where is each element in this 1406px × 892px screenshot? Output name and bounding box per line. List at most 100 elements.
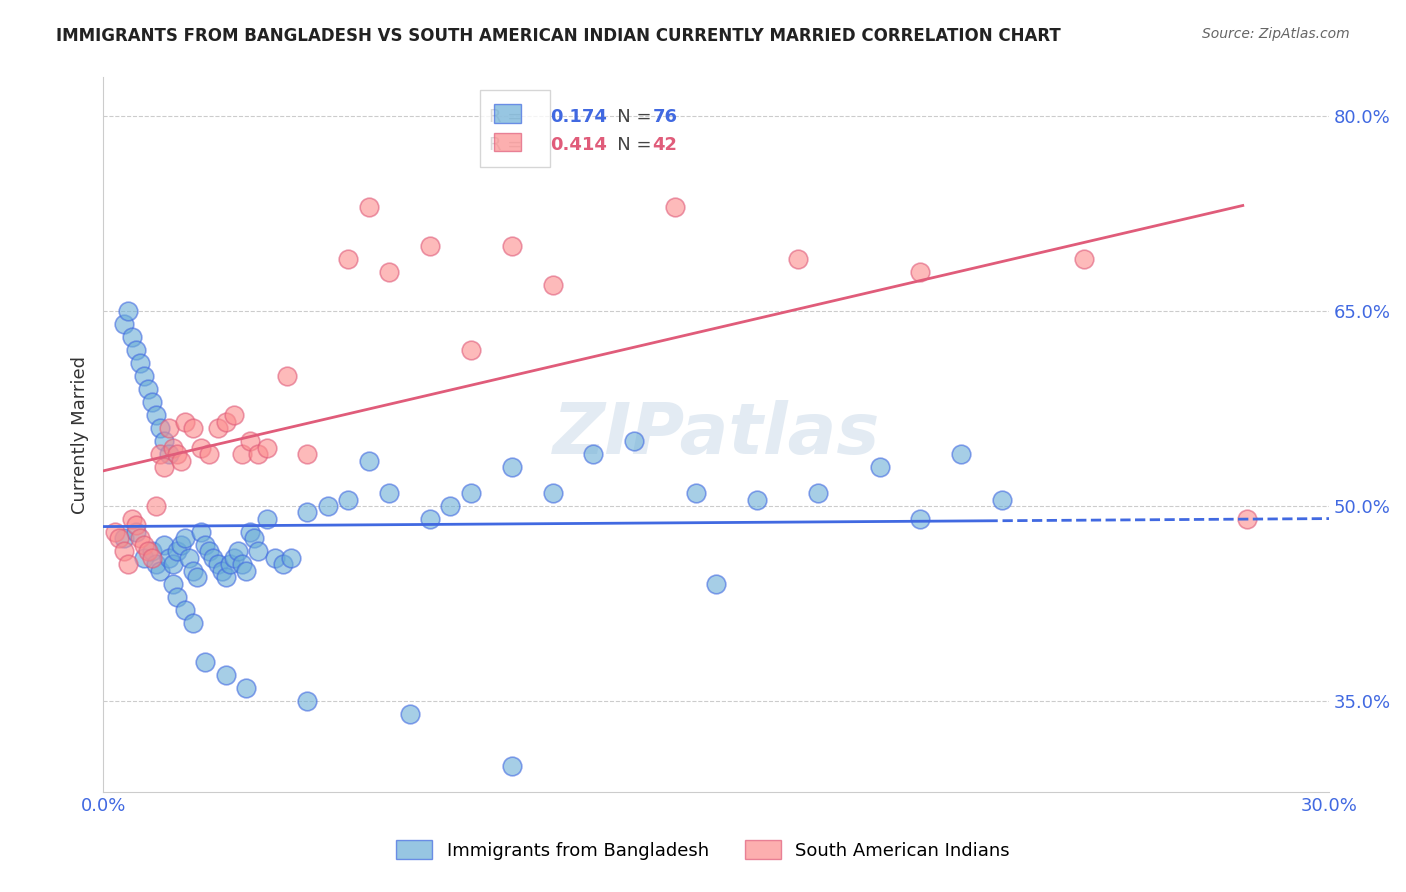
Point <box>177 550 200 565</box>
Text: N =: N = <box>599 108 657 126</box>
Point <box>145 558 167 572</box>
Point <box>153 538 176 552</box>
Point <box>222 408 245 422</box>
Point <box>136 382 159 396</box>
Point <box>149 421 172 435</box>
Y-axis label: Currently Married: Currently Married <box>72 356 89 514</box>
Point <box>145 408 167 422</box>
Point <box>145 499 167 513</box>
Point <box>316 499 339 513</box>
Point <box>149 564 172 578</box>
Point <box>398 706 420 721</box>
Point <box>460 343 482 358</box>
Point <box>623 434 645 448</box>
Point <box>231 558 253 572</box>
Point <box>501 460 523 475</box>
Point <box>869 460 891 475</box>
Point <box>685 486 707 500</box>
Point <box>166 447 188 461</box>
Point <box>280 550 302 565</box>
Point <box>153 434 176 448</box>
Point <box>173 603 195 617</box>
Point <box>207 558 229 572</box>
Point <box>121 512 143 526</box>
Point <box>419 239 441 253</box>
Point <box>231 447 253 461</box>
Point <box>263 550 285 565</box>
Point <box>247 447 270 461</box>
Point <box>132 369 155 384</box>
Point <box>910 512 932 526</box>
Point <box>181 615 204 630</box>
Point <box>112 544 135 558</box>
Point <box>170 538 193 552</box>
Point <box>190 524 212 539</box>
Point <box>239 434 262 448</box>
Point <box>141 395 163 409</box>
Text: R =: R = <box>489 108 529 126</box>
Point <box>582 447 605 461</box>
Point <box>125 518 148 533</box>
Text: ZIPatlas: ZIPatlas <box>553 401 880 469</box>
Point <box>125 524 148 539</box>
Point <box>786 252 808 267</box>
Point <box>276 369 298 384</box>
Point <box>357 200 380 214</box>
Point <box>297 506 319 520</box>
Point <box>186 570 208 584</box>
Point <box>153 460 176 475</box>
Legend: Immigrants from Bangladesh, South American Indians: Immigrants from Bangladesh, South Americ… <box>381 826 1025 874</box>
Point <box>162 577 184 591</box>
Point <box>256 441 278 455</box>
Point <box>198 447 221 461</box>
Point <box>215 570 238 584</box>
Point <box>173 532 195 546</box>
Point <box>460 486 482 500</box>
Point <box>910 265 932 279</box>
Point <box>215 668 238 682</box>
Point <box>297 694 319 708</box>
Point <box>166 590 188 604</box>
Point <box>132 550 155 565</box>
Point <box>419 512 441 526</box>
Text: R =: R = <box>489 136 529 154</box>
Point <box>215 415 238 429</box>
Point <box>112 532 135 546</box>
Point <box>226 544 249 558</box>
Text: 0.174: 0.174 <box>551 108 607 126</box>
Point <box>211 564 233 578</box>
Point <box>141 550 163 565</box>
Point <box>337 492 360 507</box>
Point <box>1236 512 1258 526</box>
Point <box>271 558 294 572</box>
Point <box>207 421 229 435</box>
Point <box>104 524 127 539</box>
Point <box>162 558 184 572</box>
Point <box>173 415 195 429</box>
Point <box>194 538 217 552</box>
Text: 42: 42 <box>652 136 678 154</box>
Point <box>202 550 225 565</box>
Point <box>297 447 319 461</box>
Point <box>117 304 139 318</box>
Point <box>141 544 163 558</box>
Point <box>181 564 204 578</box>
Point <box>541 486 564 500</box>
Point <box>132 538 155 552</box>
Point <box>157 447 180 461</box>
Point <box>541 278 564 293</box>
Point <box>129 532 152 546</box>
Point <box>243 532 266 546</box>
Text: Source: ZipAtlas.com: Source: ZipAtlas.com <box>1202 27 1350 41</box>
Point <box>239 524 262 539</box>
Point <box>198 544 221 558</box>
Point <box>501 239 523 253</box>
Point <box>121 330 143 344</box>
Point <box>117 558 139 572</box>
Point <box>166 544 188 558</box>
Point <box>235 564 257 578</box>
Point <box>170 453 193 467</box>
Point <box>235 681 257 695</box>
Point <box>439 499 461 513</box>
Point <box>357 453 380 467</box>
